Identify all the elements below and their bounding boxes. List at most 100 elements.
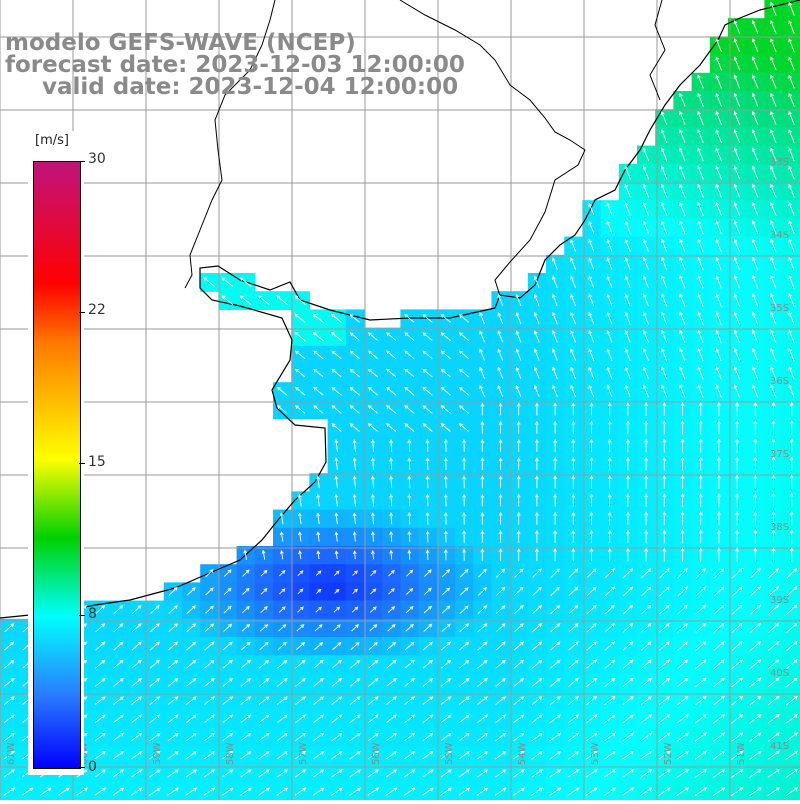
wind-arrow — [535, 493, 539, 507]
wind-arrow — [404, 332, 415, 341]
wind-arrow — [298, 550, 302, 560]
wind-arrow — [441, 641, 452, 651]
wind-arrow — [698, 474, 703, 489]
wind-arrow — [349, 732, 361, 742]
wind-arrow — [331, 678, 343, 687]
wind-arrow — [731, 750, 744, 760]
wind-arrow — [131, 605, 142, 615]
lon-label: 53W — [590, 742, 601, 765]
wind-arrow — [661, 275, 668, 289]
wind-arrow — [131, 659, 142, 669]
wind-arrow — [331, 714, 343, 724]
wind-arrow — [3, 751, 15, 760]
wind-arrow — [660, 147, 668, 162]
wind-arrow — [789, 510, 794, 526]
colorbar-label-15: 15 — [88, 454, 106, 470]
wind-arrow — [259, 641, 269, 651]
wind-arrow — [480, 493, 485, 507]
wind-arrow — [588, 220, 595, 234]
wind-arrow — [477, 623, 488, 633]
wind-arrow — [495, 641, 506, 651]
wind-arrow — [462, 475, 466, 489]
wind-arrow — [735, 456, 739, 471]
wind-speed-cell — [782, 327, 800, 347]
wind-speed-cell — [782, 382, 800, 401]
wind-arrow — [113, 605, 124, 615]
wind-arrow — [368, 641, 378, 651]
wind-arrow — [715, 220, 722, 235]
wind-arrow — [95, 605, 106, 615]
wind-arrow — [513, 732, 525, 742]
wind-arrow — [149, 787, 161, 796]
wind-arrow — [679, 293, 686, 307]
wind-arrow — [294, 313, 306, 324]
wind-arrow — [277, 659, 288, 669]
wind-arrow — [295, 714, 306, 724]
wind-arrow — [733, 110, 741, 125]
wind-arrow — [695, 641, 707, 651]
wind-arrow — [276, 751, 288, 760]
wind-arrow — [205, 569, 214, 578]
wind-arrow — [713, 622, 725, 633]
wind-arrow — [407, 493, 412, 507]
wind-arrow — [568, 641, 579, 651]
wind-arrow — [516, 548, 521, 562]
wind-arrow — [479, 330, 485, 343]
wind-arrow — [549, 750, 562, 760]
wind-arrow — [495, 586, 506, 596]
wind-arrow — [4, 623, 15, 633]
wind-arrow — [751, 201, 759, 216]
wind-arrow — [606, 238, 613, 252]
wind-arrow — [588, 257, 595, 270]
wind-arrow — [462, 439, 466, 452]
wind-arrow — [626, 402, 630, 416]
wind-arrow — [185, 696, 197, 705]
wind-arrow — [186, 587, 196, 596]
wind-speed-cell — [782, 309, 800, 329]
wind-arrow — [515, 384, 522, 398]
wind-arrow — [715, 183, 722, 198]
wind-arrow — [204, 641, 215, 651]
wind-arrow — [660, 201, 668, 216]
wind-arrow — [679, 201, 686, 216]
wind-arrow — [644, 438, 648, 453]
wind-arrow — [459, 623, 470, 633]
wind-arrow — [770, 147, 777, 162]
wind-arrow — [513, 659, 525, 669]
wind-arrow — [462, 493, 466, 507]
wind-arrow — [279, 549, 284, 560]
wind-arrow — [770, 365, 777, 380]
wind-arrow — [679, 256, 686, 271]
wind-arrow — [425, 493, 430, 507]
lat-label: 34S — [770, 230, 789, 241]
wind-arrow — [735, 492, 739, 508]
wind-arrow — [695, 568, 707, 579]
wind-arrow — [550, 604, 561, 615]
wind-arrow — [458, 368, 469, 378]
wind-arrow — [407, 530, 412, 543]
wind-arrow — [753, 456, 758, 471]
wind-arrow — [642, 147, 650, 162]
wind-arrow — [531, 714, 543, 724]
wind-arrow — [749, 695, 762, 706]
lat-label: 37S — [770, 449, 789, 460]
wind-speed-cell — [782, 109, 800, 128]
wind-arrow — [516, 529, 521, 543]
wind-arrow — [477, 568, 487, 578]
wind-arrow — [640, 622, 652, 633]
wind-arrow — [422, 696, 434, 705]
wind-arrow — [622, 714, 634, 724]
wind-arrow — [731, 640, 743, 651]
wind-arrow — [733, 384, 741, 398]
wind-arrow — [367, 696, 379, 705]
border-path — [399, 0, 586, 297]
wind-arrow — [352, 570, 358, 576]
wind-arrow — [312, 331, 325, 342]
wind-arrow — [331, 696, 343, 705]
wind-arrow — [789, 492, 794, 508]
wind-arrow — [459, 678, 470, 687]
wind-arrow — [626, 456, 630, 471]
wind-arrow — [334, 588, 340, 594]
wind-arrow — [314, 641, 324, 650]
wind-arrow — [622, 641, 634, 651]
